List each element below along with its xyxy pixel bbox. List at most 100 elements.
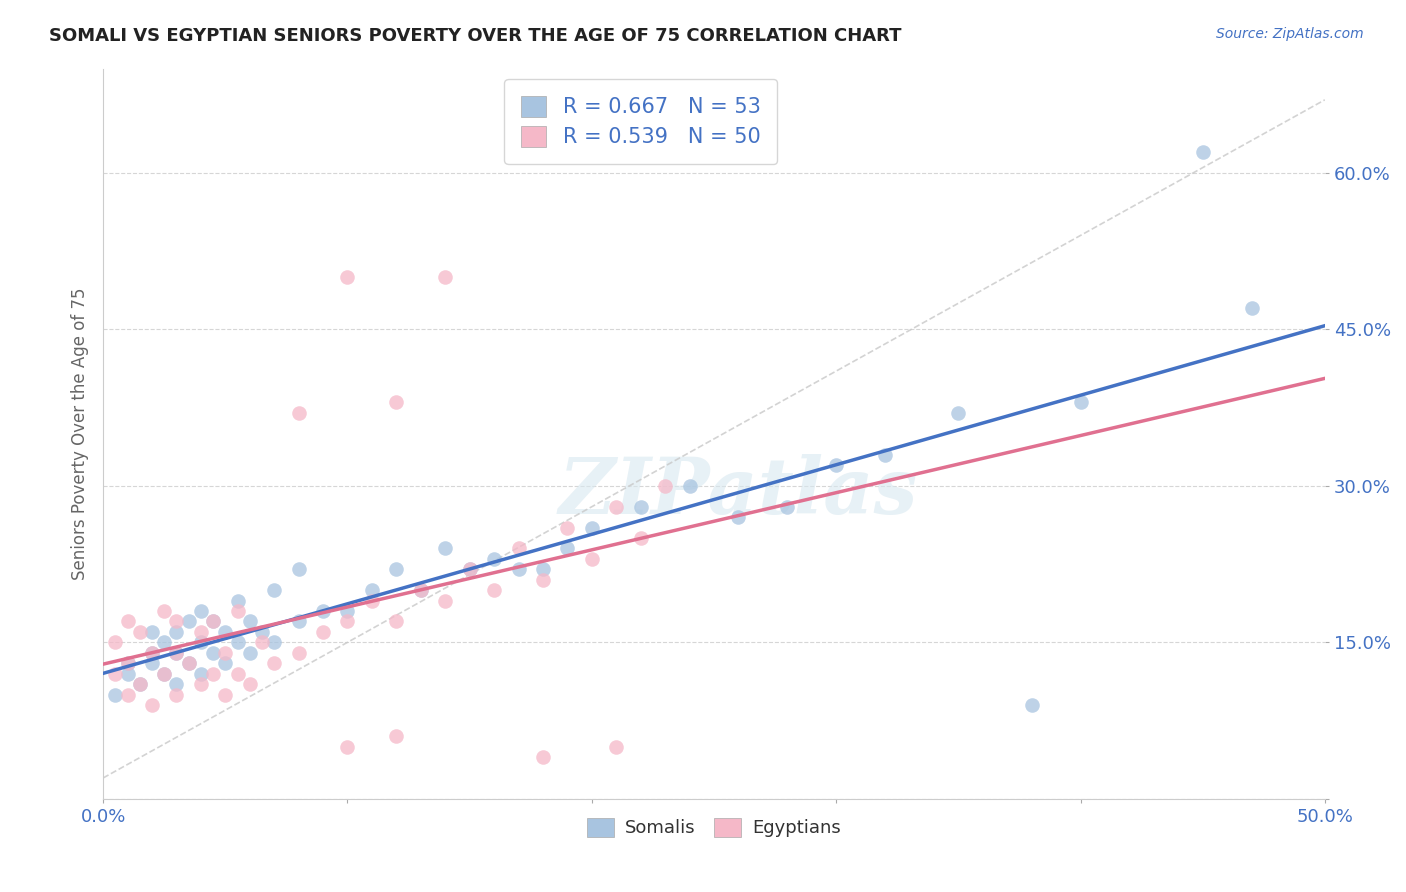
Point [263, 657, 285, 671]
Point [202, 646, 225, 660]
Point [263, 583, 285, 598]
Point [727, 510, 749, 524]
Point [128, 677, 150, 691]
Point [531, 573, 554, 587]
Point [117, 666, 139, 681]
Point [385, 562, 408, 576]
Point [508, 562, 530, 576]
Point [226, 635, 249, 649]
Point [409, 583, 432, 598]
Point [287, 562, 309, 576]
Point [226, 604, 249, 618]
Point [202, 615, 225, 629]
Point [141, 646, 163, 660]
Point [263, 635, 285, 649]
Point [117, 688, 139, 702]
Point [361, 583, 384, 598]
Legend: Somalis, Egyptians: Somalis, Egyptians [581, 811, 848, 845]
Point [250, 635, 273, 649]
Point [434, 270, 457, 285]
Point [190, 666, 212, 681]
Point [630, 531, 652, 545]
Point [776, 500, 799, 514]
Point [165, 615, 187, 629]
Point [531, 562, 554, 576]
Y-axis label: Seniors Poverty Over the Age of 75: Seniors Poverty Over the Age of 75 [72, 287, 89, 580]
Point [239, 615, 262, 629]
Point [190, 677, 212, 691]
Point [557, 541, 579, 556]
Point [104, 688, 127, 702]
Point [434, 593, 457, 607]
Point [226, 593, 249, 607]
Point [581, 520, 603, 534]
Point [336, 270, 359, 285]
Point [153, 635, 176, 649]
Point [409, 583, 432, 598]
Point [239, 677, 262, 691]
Point [312, 624, 335, 639]
Point [128, 624, 150, 639]
Point [128, 677, 150, 691]
Point [177, 615, 200, 629]
Point [117, 657, 139, 671]
Point [385, 395, 408, 409]
Point [458, 562, 481, 576]
Point [165, 688, 187, 702]
Point [287, 646, 309, 660]
Point [385, 615, 408, 629]
Point [177, 657, 200, 671]
Point [336, 739, 359, 754]
Point [825, 458, 848, 472]
Point [312, 604, 335, 618]
Point [214, 624, 236, 639]
Point [190, 604, 212, 618]
Point [153, 604, 176, 618]
Point [141, 657, 163, 671]
Point [605, 500, 627, 514]
Point [250, 624, 273, 639]
Point [214, 646, 236, 660]
Point [214, 657, 236, 671]
Point [165, 646, 187, 660]
Point [385, 729, 408, 743]
Point [654, 479, 676, 493]
Text: ZIPatlas: ZIPatlas [558, 454, 918, 531]
Text: Source: ZipAtlas.com: Source: ZipAtlas.com [1216, 27, 1364, 41]
Point [117, 615, 139, 629]
Point [190, 635, 212, 649]
Point [165, 646, 187, 660]
Point [165, 624, 187, 639]
Point [153, 666, 176, 681]
Point [361, 593, 384, 607]
Point [873, 448, 896, 462]
Point [1021, 698, 1043, 712]
Point [1069, 395, 1091, 409]
Point [482, 583, 505, 598]
Point [104, 635, 127, 649]
Point [581, 552, 603, 566]
Point [630, 500, 652, 514]
Point [287, 406, 309, 420]
Point [214, 688, 236, 702]
Point [1191, 145, 1213, 159]
Point [153, 666, 176, 681]
Point [190, 624, 212, 639]
Point [141, 624, 163, 639]
Point [531, 750, 554, 764]
Point [458, 562, 481, 576]
Point [141, 698, 163, 712]
Point [104, 666, 127, 681]
Point [434, 541, 457, 556]
Point [239, 646, 262, 660]
Point [605, 739, 627, 754]
Point [1240, 301, 1263, 316]
Point [482, 552, 505, 566]
Point [226, 666, 249, 681]
Point [948, 406, 970, 420]
Point [336, 604, 359, 618]
Point [117, 657, 139, 671]
Point [508, 541, 530, 556]
Point [141, 646, 163, 660]
Point [177, 657, 200, 671]
